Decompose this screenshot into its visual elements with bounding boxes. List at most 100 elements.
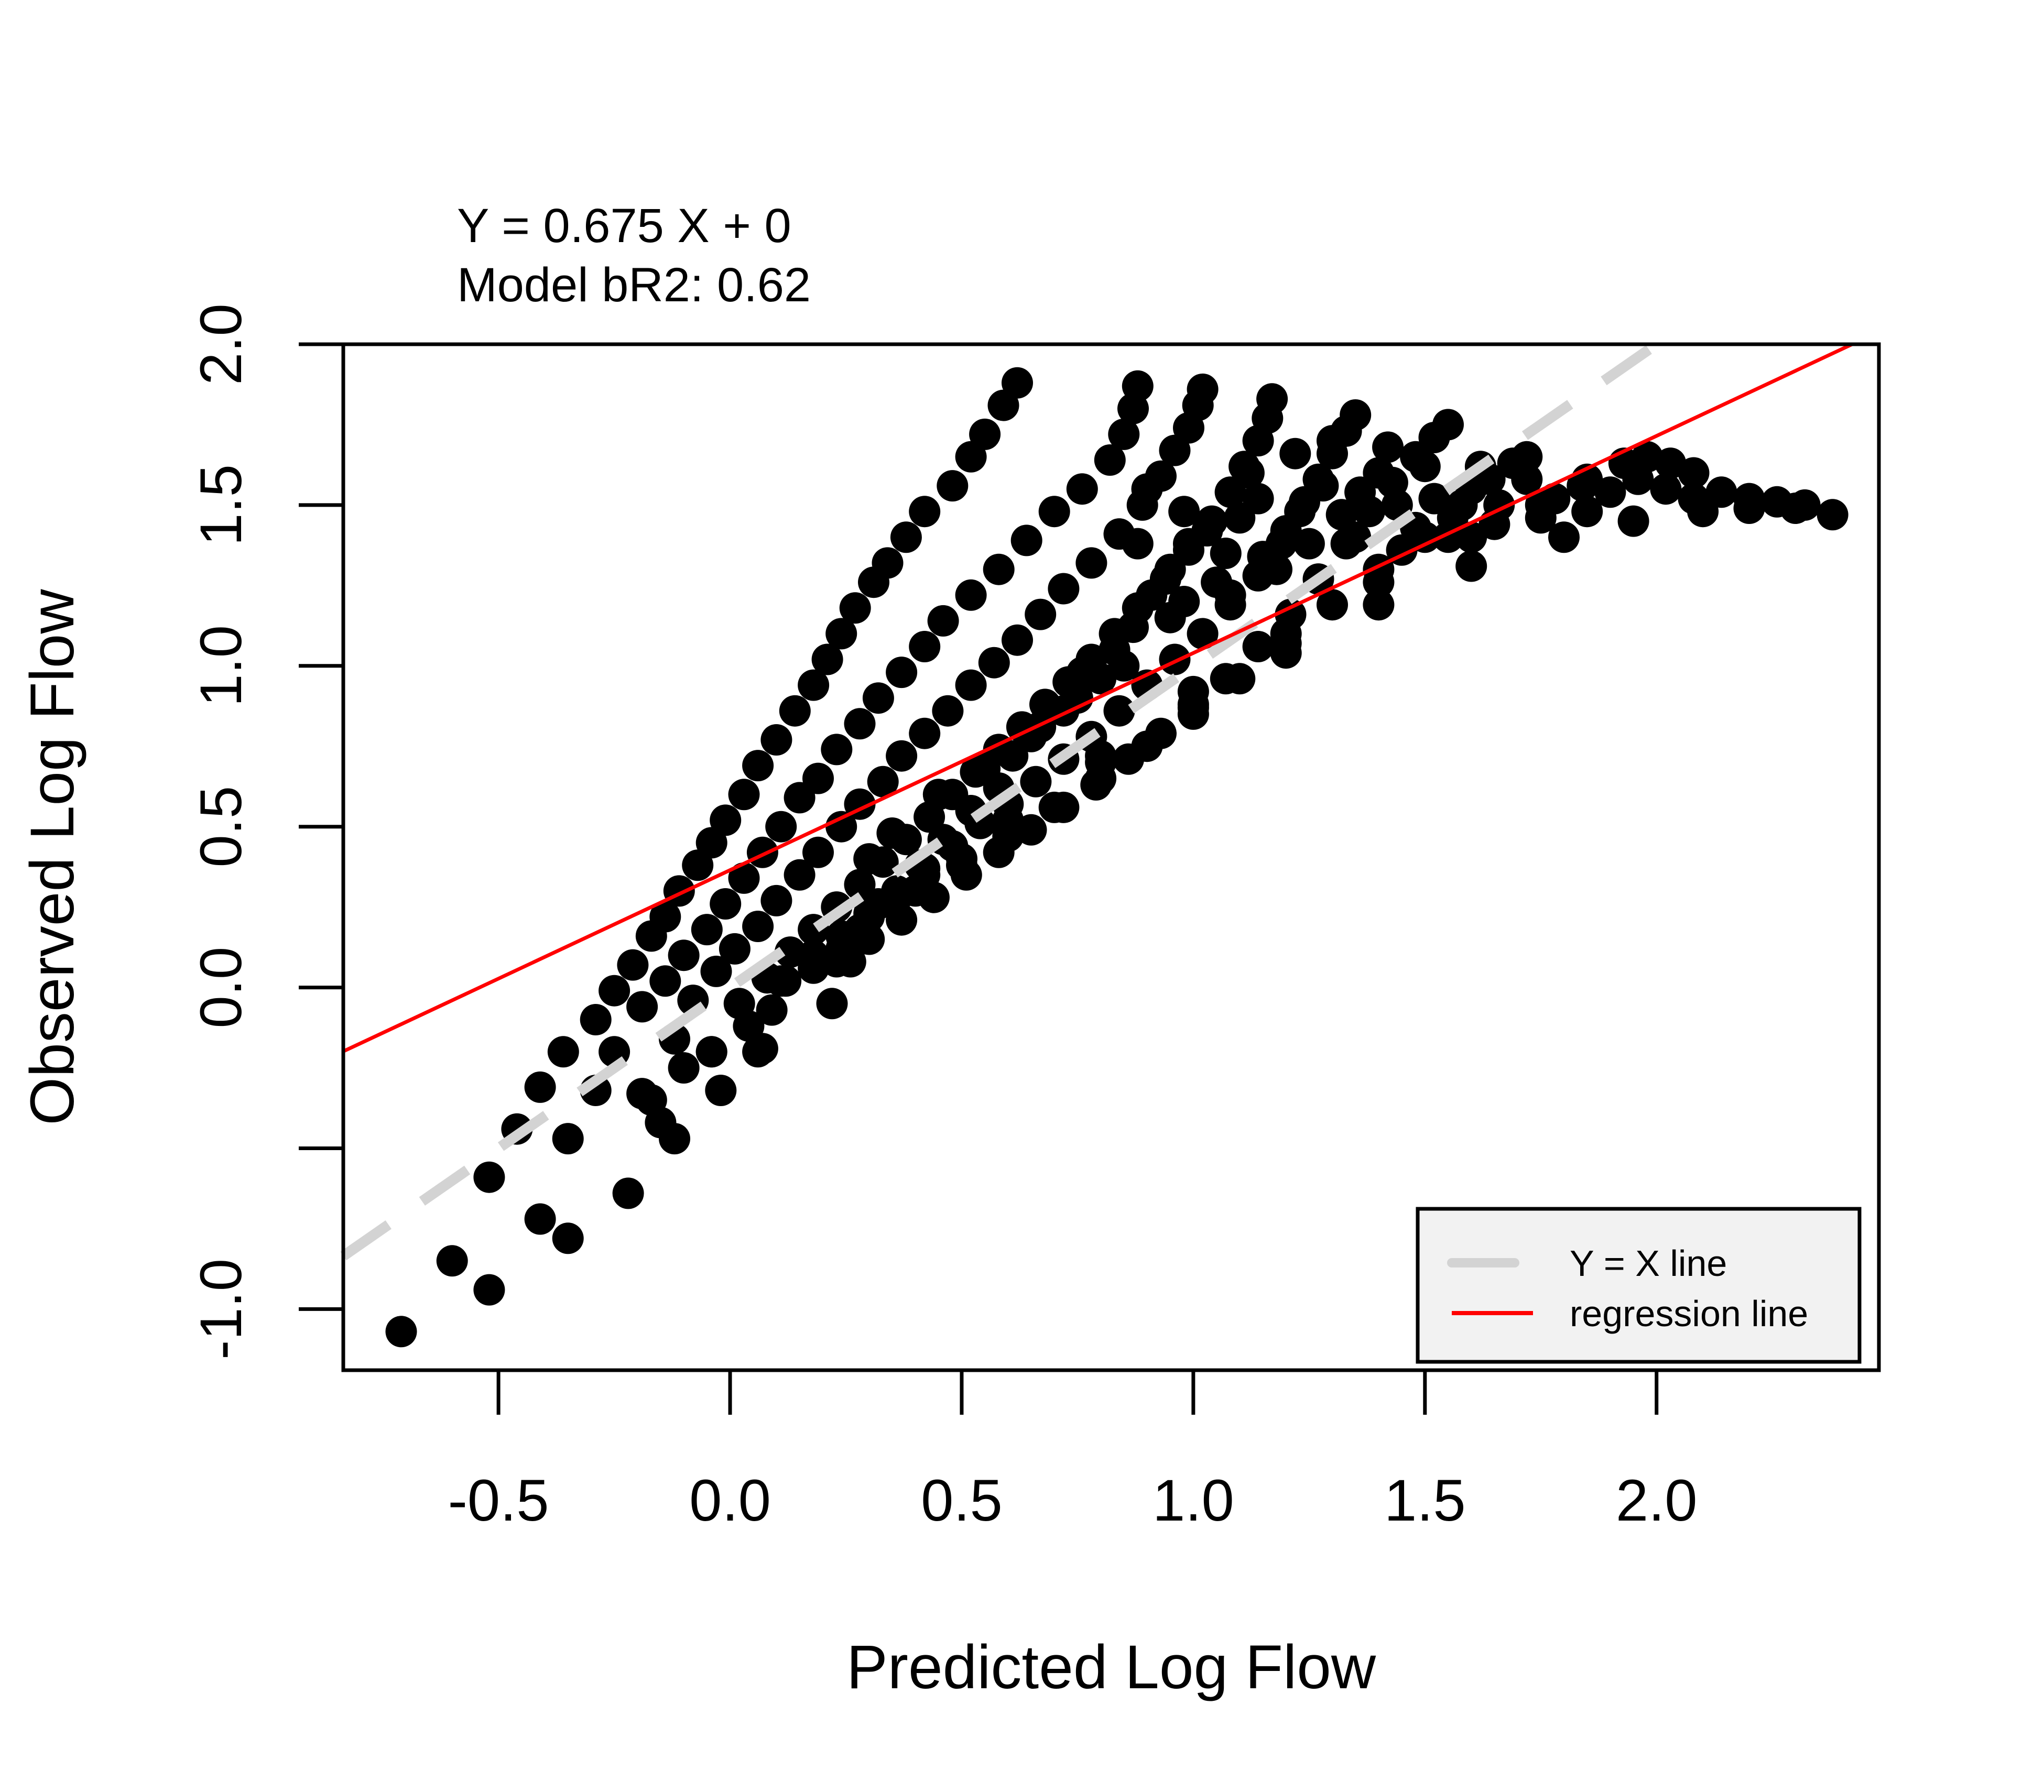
data-point <box>802 836 834 868</box>
data-point <box>909 717 941 749</box>
data-point <box>626 1078 658 1110</box>
data-point <box>1010 525 1042 556</box>
data-point <box>1363 566 1395 598</box>
data-point <box>1108 650 1140 682</box>
equation-annotation: Y = 0.675 X + 0 <box>457 199 791 253</box>
x-axis: -0.5 0.0 0.5 1.0 1.5 2.0 <box>448 1368 1698 1533</box>
data-point <box>811 643 843 675</box>
data-point <box>1131 730 1163 762</box>
data-point <box>580 1004 612 1035</box>
data-point <box>649 901 681 933</box>
y-tick-label: 1.0 <box>188 625 254 707</box>
reference-lines <box>340 340 1853 1261</box>
data-point <box>1122 370 1154 402</box>
data-point <box>663 875 695 907</box>
data-point <box>1594 476 1626 508</box>
data-point <box>937 470 969 502</box>
data-point <box>682 849 714 881</box>
data-point <box>626 991 658 1023</box>
data-point <box>552 1222 584 1254</box>
data-point <box>1085 746 1117 778</box>
data-point <box>1214 579 1246 611</box>
data-point <box>1136 579 1168 611</box>
data-point <box>1511 463 1543 495</box>
y-tick-label: 2.0 <box>188 303 254 385</box>
data-point <box>1261 553 1292 585</box>
data-point <box>1571 496 1603 528</box>
data-point <box>1131 473 1163 505</box>
data-point <box>992 804 1024 836</box>
data-point <box>1650 473 1682 505</box>
data-point <box>1761 486 1793 518</box>
y-tick-label: 0.5 <box>188 786 254 868</box>
data-point <box>1256 383 1288 415</box>
data-point <box>1511 441 1543 473</box>
data-point <box>1177 689 1209 720</box>
data-point <box>1233 457 1265 489</box>
x-tick-label: 0.0 <box>689 1468 771 1533</box>
data-point <box>1340 399 1372 431</box>
data-point <box>1061 682 1093 714</box>
data-point <box>746 836 778 868</box>
data-point <box>1038 791 1070 823</box>
data-point <box>1340 521 1372 553</box>
data-point <box>742 911 774 942</box>
data-point <box>1094 444 1126 476</box>
data-point <box>1409 451 1441 483</box>
y-tick-label: 0.0 <box>188 947 254 1029</box>
data-point <box>969 753 1001 785</box>
data-point <box>955 579 987 611</box>
data-point <box>890 521 922 553</box>
data-point <box>1103 695 1135 727</box>
data-point <box>385 1316 417 1348</box>
data-point <box>1372 431 1404 463</box>
data-point <box>1705 476 1737 508</box>
data-point <box>728 779 760 811</box>
data-point <box>552 1123 584 1155</box>
data-point <box>1025 598 1057 630</box>
data-point <box>825 811 857 843</box>
data-point <box>1789 489 1821 521</box>
data-point <box>1270 515 1302 547</box>
data-point <box>978 647 1010 679</box>
data-point <box>695 827 727 859</box>
data-point <box>932 695 964 727</box>
data-point <box>1363 457 1395 489</box>
data-point <box>1159 643 1191 675</box>
x-tick-label: 0.5 <box>921 1468 1003 1533</box>
data-point <box>1075 547 1107 579</box>
regression-line <box>342 342 1853 1053</box>
data-point <box>612 1177 644 1209</box>
x-tick-label: -0.5 <box>448 1468 549 1533</box>
data-point <box>1168 586 1200 617</box>
data-point <box>844 914 876 946</box>
data-point <box>798 952 830 984</box>
data-point <box>1317 425 1348 457</box>
data-point <box>1210 538 1242 569</box>
data-point <box>719 933 751 965</box>
data-point <box>1279 438 1311 469</box>
data-point <box>742 750 774 782</box>
data-point <box>798 669 830 701</box>
data-point <box>599 975 630 1007</box>
data-point <box>1363 589 1395 621</box>
data-point <box>1038 496 1070 528</box>
data-point <box>728 862 760 894</box>
data-point <box>802 762 834 794</box>
data-point <box>1066 473 1098 505</box>
data-point <box>733 1010 765 1042</box>
data-point <box>853 843 885 875</box>
data-point <box>867 766 899 797</box>
data-point <box>700 955 732 987</box>
data-point <box>1002 367 1033 399</box>
points-layer <box>385 367 1849 1348</box>
data-point <box>1270 637 1302 669</box>
legend-label-yx: Y = X line <box>1570 1243 1727 1284</box>
data-point <box>844 708 876 740</box>
data-point <box>1048 573 1080 605</box>
y-axis: -1.0 0.0 0.5 1.0 1.5 2.0 <box>188 303 345 1360</box>
data-point <box>1191 515 1223 547</box>
data-point <box>473 1274 505 1306</box>
data-point <box>436 1245 468 1277</box>
data-point <box>1525 502 1557 534</box>
